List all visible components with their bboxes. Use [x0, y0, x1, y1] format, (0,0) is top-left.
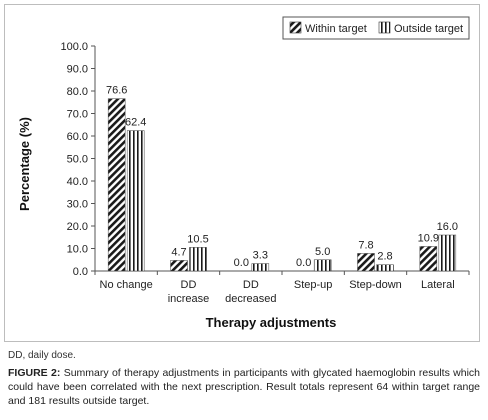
y-tick-label: 30.0 — [67, 199, 88, 211]
chart-frame: 0.0 10.0 20.0 30.0 40.0 50.0 60.0 70.0 80.0 90.0 1… — [4, 4, 480, 342]
bar-within — [170, 260, 188, 272]
footnote: DD, daily dose. — [8, 350, 76, 361]
bar-outside — [313, 259, 332, 272]
y-tick-label: 40.0 — [67, 176, 88, 188]
legend-swatch-within — [289, 21, 302, 34]
bar-outside — [376, 264, 394, 272]
category-label: DD decreased — [225, 279, 276, 305]
bar-outside — [126, 130, 145, 272]
caption-text: Summary of therapy adjustments in partic… — [8, 367, 481, 407]
category-label: Lateral — [421, 279, 455, 291]
y-tick-label: 80.0 — [67, 86, 88, 98]
y-tick-label: 10.0 — [67, 244, 88, 256]
y-tick-label: 20.0 — [67, 221, 88, 233]
caption-label: FIGURE 2: — [8, 367, 61, 379]
category-label: DD increase — [168, 279, 210, 305]
data-label-within: 7.8 — [358, 239, 373, 251]
bar-outside — [251, 263, 270, 272]
bar-within — [357, 253, 375, 272]
figure-caption: FIGURE 2: Summary of therapy adjustments… — [8, 366, 480, 408]
legend-swatch-outside — [378, 21, 391, 34]
data-label-outside: 5.0 — [315, 246, 330, 258]
data-label-within: 76.6 — [106, 85, 127, 97]
data-label-within: 0.0 — [234, 257, 249, 269]
data-label-within: 0.0 — [296, 257, 311, 269]
data-label-within: 4.7 — [171, 246, 186, 258]
data-label-outside: 16.0 — [437, 221, 458, 233]
bar-within — [419, 246, 438, 272]
bar-within — [107, 98, 126, 272]
data-label-outside: 62.4 — [125, 117, 146, 129]
bar-chart: 0.0 10.0 20.0 30.0 40.0 50.0 60.0 70.0 80.0 90.0 1… — [17, 16, 470, 330]
y-tick-label: 0.0 — [73, 266, 88, 278]
bar-outside — [189, 247, 207, 272]
legend-box — [282, 16, 470, 40]
y-tick-label: 100.0 — [60, 41, 88, 53]
y-tick-label: 90.0 — [67, 64, 88, 76]
legend: Within target Outside target — [282, 16, 470, 40]
y-axis-title: Percentage (%) — [17, 117, 32, 211]
category-label: Step-up — [294, 279, 333, 291]
x-axis-title: Therapy adjustments — [206, 315, 337, 330]
data-label-outside: 3.3 — [253, 250, 268, 262]
bar-outside — [438, 234, 457, 272]
y-tick-label: 50.0 — [67, 154, 88, 166]
category-label: Step-down — [349, 279, 402, 291]
y-tick-label: 60.0 — [67, 131, 88, 143]
y-tick-label: 70.0 — [67, 109, 88, 121]
legend-label-within: Within target — [305, 23, 367, 35]
data-label-outside: 2.8 — [377, 251, 392, 263]
category-label: No change — [100, 279, 153, 291]
data-label-within: 10.9 — [418, 232, 439, 244]
legend-label-outside: Outside target — [394, 23, 463, 35]
data-label-outside: 10.5 — [187, 233, 208, 245]
